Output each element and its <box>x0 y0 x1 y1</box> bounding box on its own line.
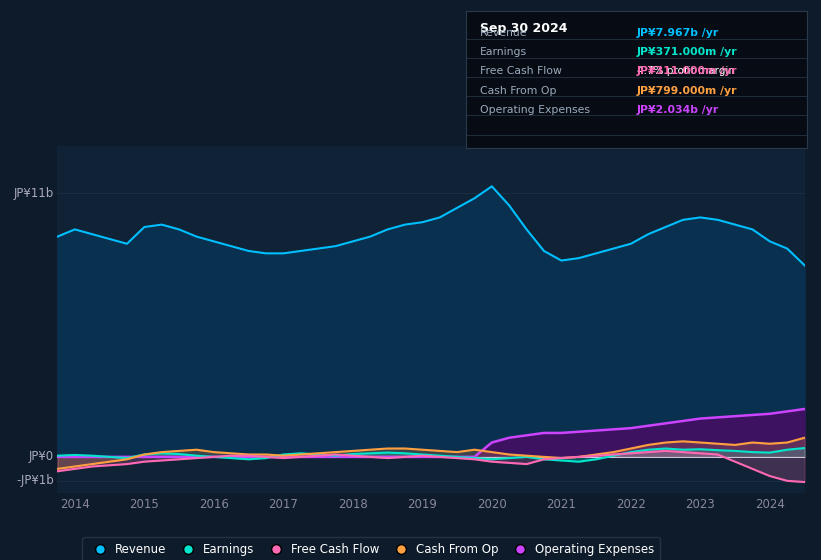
Text: JP¥2.034b /yr: JP¥2.034b /yr <box>637 105 719 115</box>
Text: Revenue: Revenue <box>480 28 527 38</box>
Text: JP¥11b: JP¥11b <box>13 187 53 200</box>
Text: JP¥371.000m /yr: JP¥371.000m /yr <box>637 47 737 57</box>
Text: Operating Expenses: Operating Expenses <box>480 105 590 115</box>
Text: Cash From Op: Cash From Op <box>480 86 557 96</box>
Text: JP¥0: JP¥0 <box>29 450 53 463</box>
Text: JP¥311.000m /yr: JP¥311.000m /yr <box>637 67 737 76</box>
Text: JP¥799.000m /yr: JP¥799.000m /yr <box>637 86 737 96</box>
Text: 4.7% profit margin: 4.7% profit margin <box>637 66 735 76</box>
Text: -JP¥1b: -JP¥1b <box>16 474 53 487</box>
Text: Earnings: Earnings <box>480 47 527 57</box>
Text: Free Cash Flow: Free Cash Flow <box>480 67 562 76</box>
Text: JP¥7.967b /yr: JP¥7.967b /yr <box>637 28 719 38</box>
Legend: Revenue, Earnings, Free Cash Flow, Cash From Op, Operating Expenses: Revenue, Earnings, Free Cash Flow, Cash … <box>82 536 660 560</box>
Text: Sep 30 2024: Sep 30 2024 <box>480 22 567 35</box>
